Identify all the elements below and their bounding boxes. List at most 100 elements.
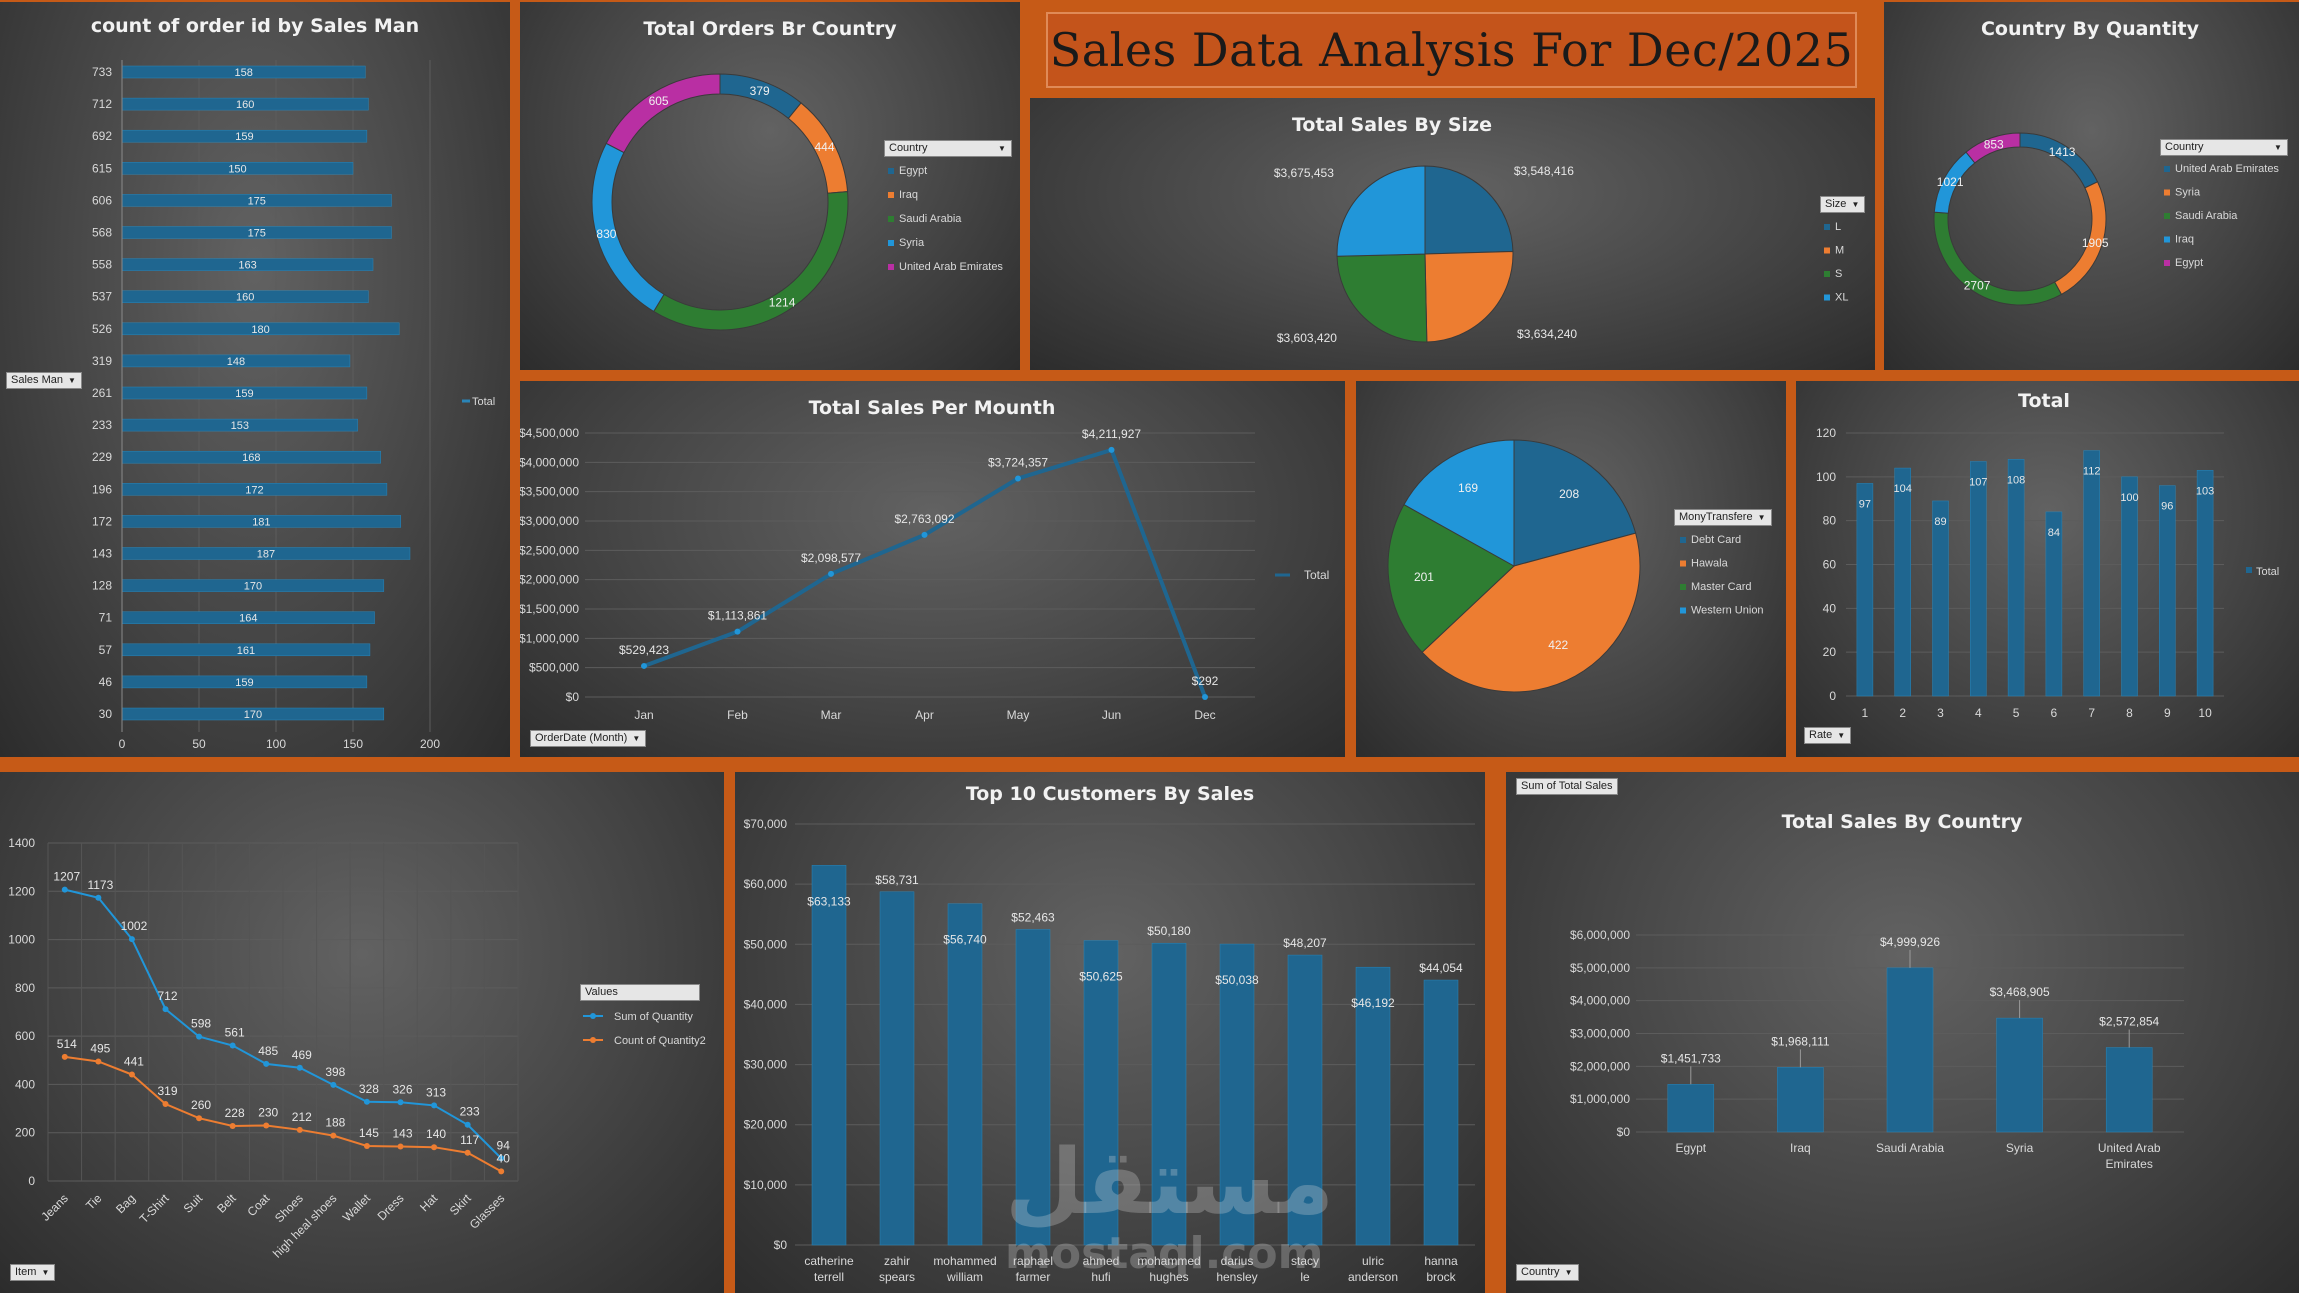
legend-swatch [1824, 224, 1830, 230]
data-label: $3,724,357 [988, 456, 1048, 470]
bar [1083, 940, 1119, 1246]
bar-value-label: 175 [248, 228, 266, 240]
x-tick-label: 8 [2126, 706, 2133, 720]
bar-value-label: 168 [242, 452, 260, 464]
slice-value-label: 208 [1559, 487, 1579, 501]
sales-size-title: Total Sales By Size [1292, 114, 1492, 136]
month-slicer[interactable]: OrderDate (Month) ▼ [530, 730, 647, 747]
legend-label: Total [1304, 568, 1329, 582]
orders-country-title: Total Orders Br Country [643, 18, 897, 40]
item-slicer[interactable]: Item ▼ [10, 1264, 56, 1281]
bar [811, 865, 847, 1246]
bar-value-label: $2,572,854 [2099, 1015, 2159, 1029]
bar-value-label: 100 [2120, 492, 2138, 504]
x-tick-label: Suit [181, 1191, 206, 1216]
y-tick-label: 20 [1823, 645, 1837, 659]
legend-swatch [888, 240, 894, 246]
x-tick-label: 5 [2013, 706, 2020, 720]
bar-value-label: 170 [244, 581, 262, 593]
bar-value-label: 164 [239, 613, 257, 625]
y-tick-label: 558 [92, 258, 112, 272]
legend-swatch [2164, 189, 2170, 196]
y-tick-label: $0 [566, 690, 580, 704]
data-point [734, 628, 741, 635]
slice-value-label: 853 [1984, 138, 2004, 152]
size-slicer[interactable]: Size ▼ [1820, 196, 1866, 213]
data-point [128, 1071, 135, 1078]
donut-slice [1933, 211, 2063, 306]
bar-value-label: 159 [235, 131, 253, 143]
y-tick-label: 537 [92, 290, 112, 304]
salesman-slicer[interactable]: Sales Man ▼ [6, 372, 82, 389]
x-tick-label: Wallet [340, 1191, 374, 1225]
legend-swatch [1824, 294, 1830, 301]
slice-value-label: 169 [1458, 481, 1478, 495]
y-tick-label: 1200 [8, 884, 35, 898]
salesman-panel: count of order id by Sales Man 0 50 100 150 2… [0, 2, 510, 757]
x-tick-label: anderson [1348, 1270, 1398, 1284]
dashboard-title-banner: Sales Data Analysis For Dec/2025 [1046, 12, 1857, 88]
x-tick-label: zahir [884, 1254, 910, 1268]
x-tick-label: Dress [375, 1191, 407, 1223]
data-point [498, 1168, 505, 1175]
bar-value-label: 103 [2196, 485, 2214, 497]
legend-swatch [888, 216, 894, 222]
data-point [196, 1033, 203, 1040]
legend-label: Sum of Quantity [614, 1011, 693, 1023]
country-qty-title: Country By Quantity [1981, 18, 2200, 40]
x-tick-label: brock [1426, 1270, 1456, 1284]
monthly-sales-chart: Total Sales Per Mounth $0 $500,000 $1,000,0… [520, 397, 1329, 722]
y-tick-label: 196 [92, 482, 112, 496]
bar-value-label: $56,740 [943, 933, 987, 947]
legend-swatch [1680, 584, 1686, 590]
x-tick-label: Glasses [467, 1191, 508, 1232]
country-sales-panel: Total Sales By Country $0 $1,000,000 $2,000… [1506, 772, 2299, 1293]
legend-label: XL [1835, 292, 1848, 304]
bar-value-label: 84 [2048, 527, 2060, 539]
rate-slicer[interactable]: Rate ▼ [1804, 727, 1852, 744]
items-panel: 0 200 400 600 800 1000 1200 1400 Jeans Tie Bag T-Sh… [0, 772, 724, 1293]
country-sales-slicer-label: Country [1521, 1266, 1560, 1278]
x-tick-label: 7 [2088, 706, 2095, 720]
sum-total-sales-button[interactable]: Sum of Total Sales [1516, 778, 1618, 795]
x-tick-label: stacy [1291, 1254, 1319, 1268]
legend-label: Saudi Arabia [899, 213, 962, 225]
y-tick-label: $30,000 [744, 1058, 788, 1072]
bar-value-label: 158 [234, 67, 252, 79]
y-tick-label: $500,000 [529, 661, 579, 675]
x-tick-label: hughes [1149, 1270, 1188, 1284]
salesman-chart-title: count of order id by Sales Man [91, 15, 419, 37]
bar-value-label: 153 [231, 420, 249, 432]
bar [1151, 942, 1187, 1246]
legend-label: Saudi Arabia [2175, 210, 2238, 222]
bar-value-label: 181 [252, 516, 270, 528]
country-sales-slicer[interactable]: Country ▼ [1516, 1264, 1579, 1281]
x-tick-label: terrell [814, 1270, 844, 1284]
x-tick-label: 3 [1937, 706, 1944, 720]
payment-slicer-label: MonyTransfere [1679, 511, 1753, 523]
x-tick-label: spears [879, 1270, 915, 1284]
orders-country-slicer[interactable]: Country ▼ [884, 140, 1012, 157]
y-tick-label: 60 [1823, 558, 1837, 572]
x-tick-label: Dec [1194, 708, 1215, 722]
bar [1423, 979, 1459, 1246]
bar [1856, 483, 1874, 697]
chevron-down-icon: ▼ [2274, 143, 2282, 152]
y-tick-label: 568 [92, 226, 112, 240]
x-tick-label: 200 [420, 737, 440, 751]
x-tick-label: Hat [417, 1191, 441, 1215]
bar [2083, 450, 2100, 697]
y-tick-label: 800 [15, 981, 35, 995]
data-point [498, 1155, 505, 1162]
y-tick-label: 40 [1823, 601, 1837, 615]
legend-label: Egypt [2175, 257, 2203, 269]
donut-slice [605, 73, 721, 154]
y-tick-label: 526 [92, 322, 112, 336]
payment-slicer[interactable]: MonyTransfere ▼ [1674, 509, 1772, 526]
country-qty-slicer-label: Country [2165, 141, 2204, 153]
dashboard-title: Sales Data Analysis For Dec/2025 [1049, 23, 1854, 77]
country-qty-slicer[interactable]: Country ▼ [2160, 139, 2288, 156]
data-point [828, 570, 834, 577]
rate-slicer-label: Rate [1809, 729, 1833, 741]
payment-panel: 208 422 201 169 Debt Card Hawala Master Card We… [1356, 381, 1786, 757]
